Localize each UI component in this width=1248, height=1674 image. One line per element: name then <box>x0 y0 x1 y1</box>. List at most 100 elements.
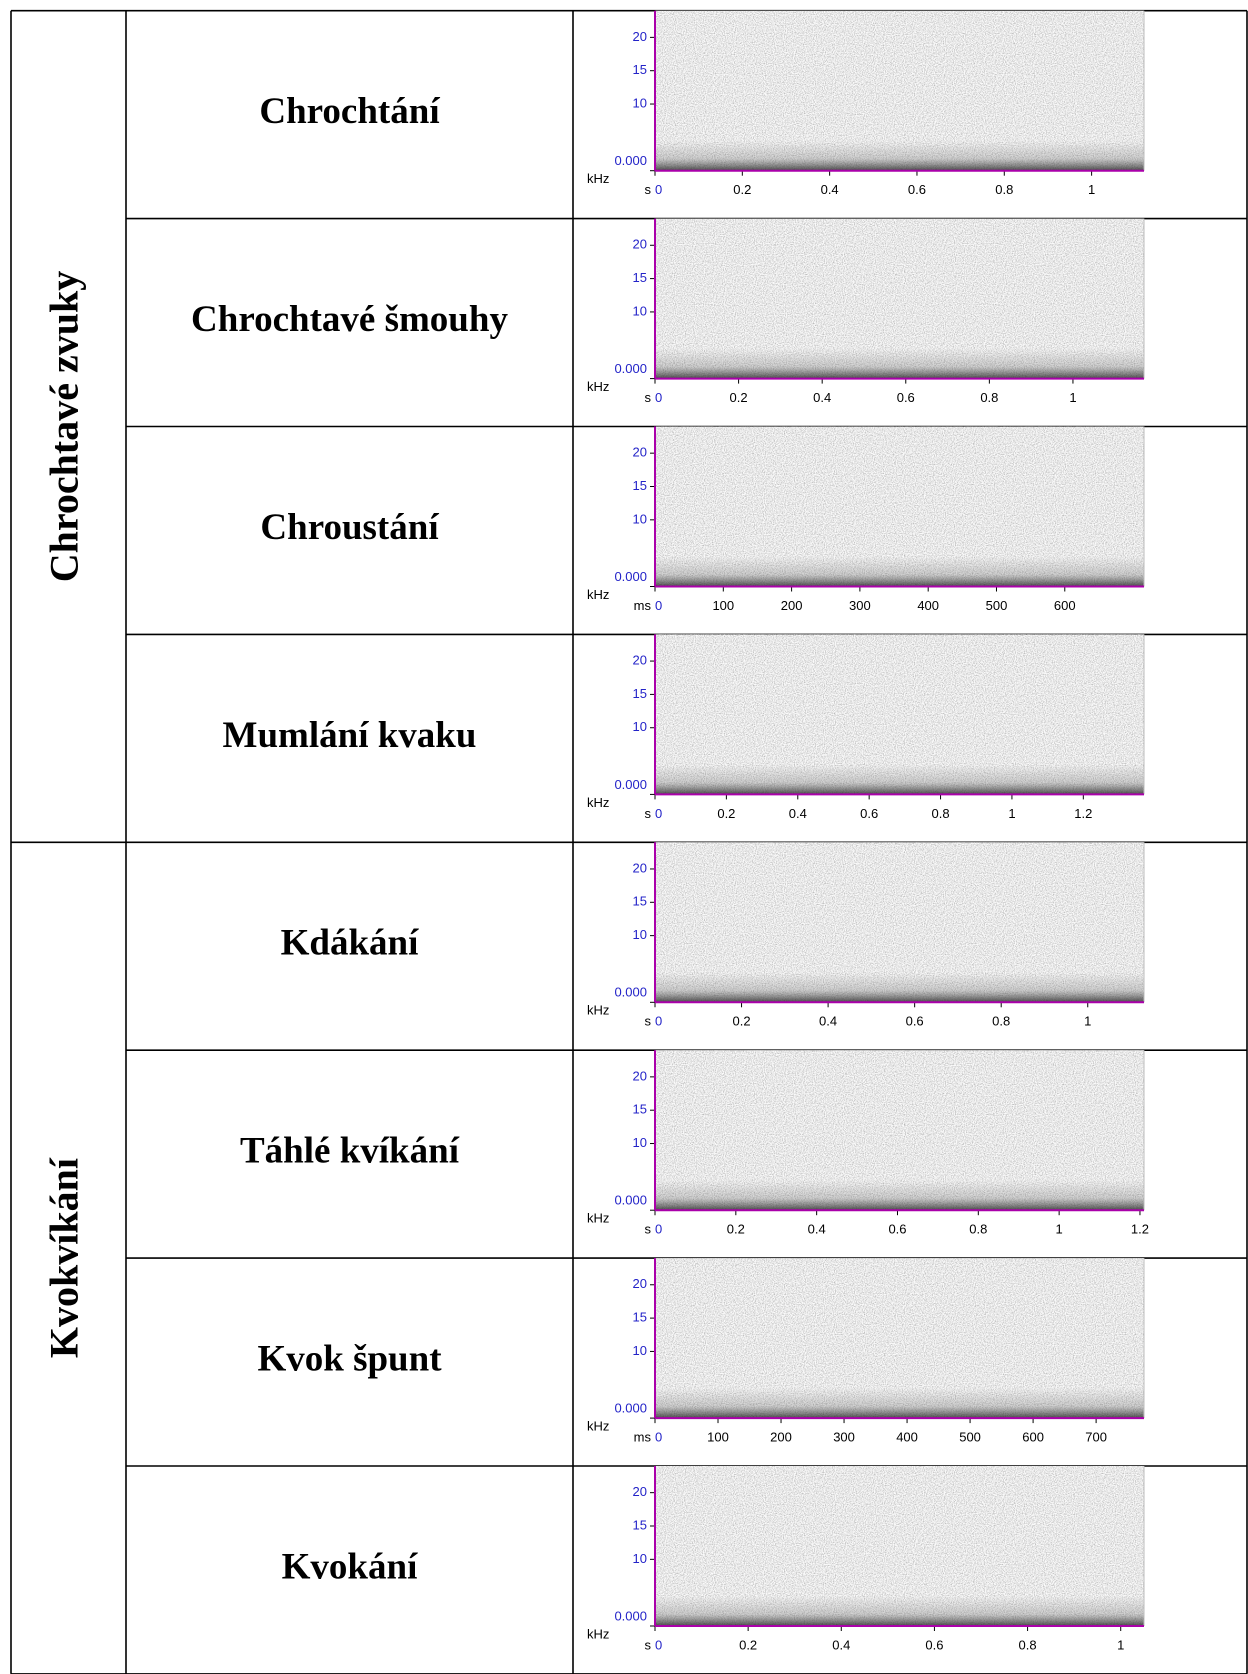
x-tick-label: 400 <box>896 1430 918 1445</box>
y-tick-label: 20 <box>633 1276 647 1291</box>
x-tick-label: 0.4 <box>819 1014 837 1029</box>
x-tick-label: 0.2 <box>717 806 735 821</box>
x-tick-label: 700 <box>1085 1430 1107 1445</box>
x-tick-label: 0.6 <box>888 1222 906 1237</box>
y-tick-label: 15 <box>633 62 647 77</box>
x-tick-label: 1 <box>1117 1637 1124 1652</box>
row-label: Chroustání <box>260 507 439 548</box>
x-tick-label: 0 <box>655 806 662 821</box>
x-tick-label: 0.2 <box>733 182 751 197</box>
x-unit: s <box>645 1637 652 1652</box>
x-tick-label: 0.2 <box>733 1014 751 1029</box>
y-tick-label: 0.000 <box>614 777 647 792</box>
spectrogram-lowband <box>655 972 1144 1003</box>
y-tick-label: 15 <box>633 1102 647 1117</box>
y-tick-label: 0.000 <box>614 1193 647 1208</box>
y-tick-label: 10 <box>633 303 647 318</box>
x-tick-label: 0 <box>655 182 662 197</box>
y-unit: kHz <box>587 1003 609 1018</box>
y-tick-label: 20 <box>633 29 647 44</box>
y-tick-label: 10 <box>633 927 647 942</box>
y-unit: kHz <box>587 171 609 186</box>
spectrogram-lowband <box>655 556 1144 587</box>
y-tick-label: 15 <box>633 270 647 285</box>
y-unit: kHz <box>587 1626 609 1641</box>
x-tick-label: 500 <box>959 1430 981 1445</box>
group-label: Kvokvíkání <box>42 1157 87 1358</box>
x-unit: s <box>645 390 652 405</box>
y-tick-label: 20 <box>633 860 647 875</box>
x-tick-label: 0.6 <box>897 390 915 405</box>
x-tick-label: 1.2 <box>1074 806 1092 821</box>
x-tick-label: 0.2 <box>730 390 748 405</box>
x-tick-label: 100 <box>712 598 734 613</box>
x-tick-label: 200 <box>770 1430 792 1445</box>
x-tick-label: 300 <box>849 598 871 613</box>
y-unit: kHz <box>587 379 609 394</box>
y-tick-label: 20 <box>633 445 647 460</box>
y-tick-label: 15 <box>633 686 647 701</box>
x-tick-label: 100 <box>707 1430 729 1445</box>
y-tick-label: 10 <box>633 1551 647 1566</box>
y-tick-label: 15 <box>633 1310 647 1325</box>
x-tick-label: 0.4 <box>832 1637 850 1652</box>
x-tick-label: 0 <box>655 1637 662 1652</box>
y-tick-label: 0.000 <box>614 153 647 168</box>
spectrogram-lowband <box>655 1388 1144 1419</box>
x-tick-label: 0.8 <box>1019 1637 1037 1652</box>
spectrogram-lowband <box>655 764 1144 795</box>
row-label: Mumlání kvaku <box>223 715 477 756</box>
spectrogram-lowband <box>655 348 1144 379</box>
x-unit: s <box>645 806 652 821</box>
y-tick-label: 0.000 <box>614 985 647 1000</box>
y-tick-label: 20 <box>633 237 647 252</box>
x-tick-label: 0.8 <box>992 1014 1010 1029</box>
y-tick-label: 0.000 <box>614 1401 647 1416</box>
y-tick-label: 10 <box>633 1135 647 1150</box>
x-tick-label: 0.6 <box>908 182 926 197</box>
x-tick-label: 0.4 <box>789 806 807 821</box>
row-label: Kvok špunt <box>257 1339 442 1380</box>
x-unit: s <box>645 1222 652 1237</box>
x-unit: ms <box>634 1430 652 1445</box>
group-label: Chrochtavé zvuky <box>42 271 87 582</box>
y-tick-label: 15 <box>633 894 647 909</box>
x-tick-label: 0.4 <box>813 390 831 405</box>
row-label: Chrochtavé šmouhy <box>191 299 508 340</box>
x-unit: s <box>645 182 652 197</box>
row-label: Kvokání <box>282 1546 418 1587</box>
row-label: Chrochtání <box>259 91 440 132</box>
x-tick-label: 200 <box>781 598 803 613</box>
x-tick-label: 0.2 <box>727 1222 745 1237</box>
x-unit: s <box>645 1014 652 1029</box>
y-unit: kHz <box>587 795 609 810</box>
y-tick-label: 15 <box>633 478 647 493</box>
x-tick-label: 0 <box>655 1430 662 1445</box>
x-tick-label: 0.6 <box>906 1014 924 1029</box>
spectrogram-lowband <box>655 140 1144 171</box>
y-tick-label: 10 <box>633 719 647 734</box>
x-tick-label: 0.8 <box>969 1222 987 1237</box>
row-label: Kdákání <box>281 923 420 964</box>
x-tick-label: 0.6 <box>925 1637 943 1652</box>
x-tick-label: 0 <box>655 598 662 613</box>
y-tick-label: 20 <box>633 653 647 668</box>
y-tick-label: 20 <box>633 1068 647 1083</box>
x-tick-label: 1.2 <box>1131 1222 1149 1237</box>
x-tick-label: 1 <box>1069 390 1076 405</box>
x-tick-label: 1 <box>1056 1222 1063 1237</box>
x-tick-label: 0.4 <box>808 1222 826 1237</box>
x-tick-label: 600 <box>1022 1430 1044 1445</box>
x-tick-label: 0.8 <box>980 390 998 405</box>
y-tick-label: 0.000 <box>614 361 647 376</box>
x-tick-label: 0 <box>655 1222 662 1237</box>
y-tick-label: 0.000 <box>614 1608 647 1623</box>
spectrogram-lowband <box>655 1596 1144 1626</box>
y-tick-label: 20 <box>633 1484 647 1499</box>
x-tick-label: 300 <box>833 1430 855 1445</box>
x-tick-label: 0 <box>655 1014 662 1029</box>
x-tick-label: 0.2 <box>739 1637 757 1652</box>
x-tick-label: 1 <box>1088 182 1095 197</box>
x-tick-label: 0.8 <box>995 182 1013 197</box>
